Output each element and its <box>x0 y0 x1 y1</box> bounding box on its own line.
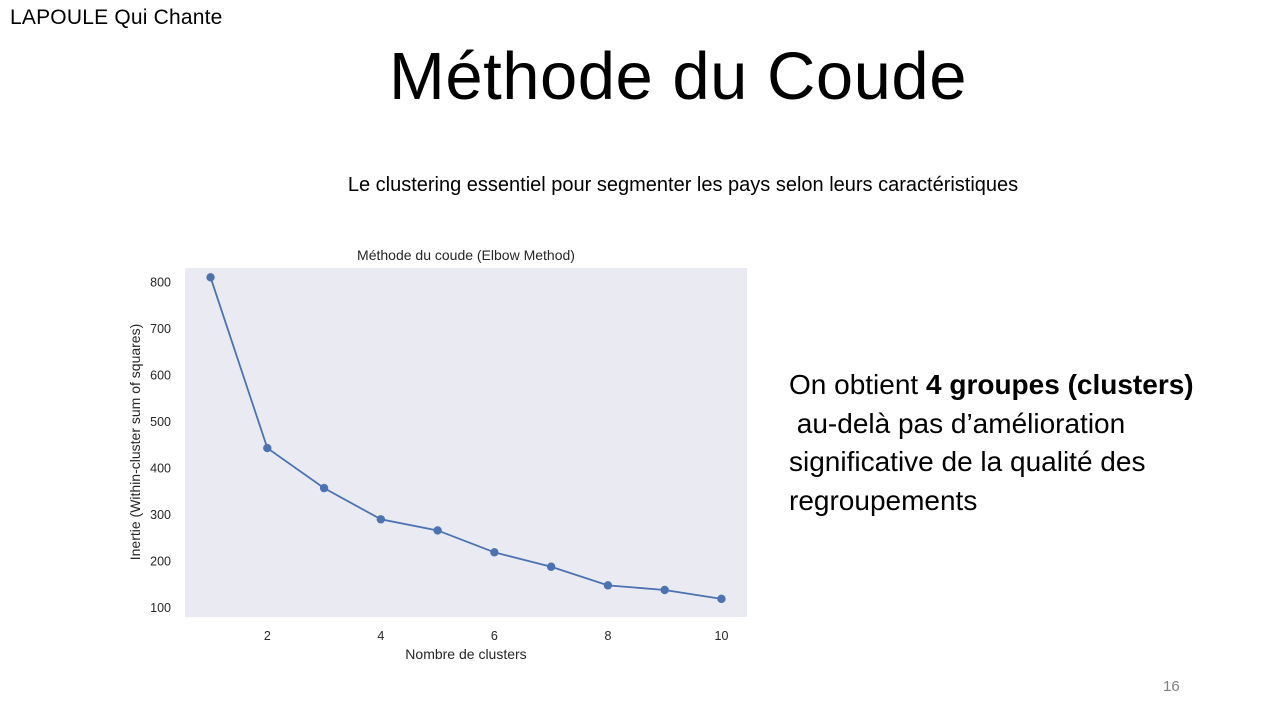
x-axis-ticks: 2 4 6 8 10 <box>264 629 729 643</box>
y-tick-label: 100 <box>150 601 171 615</box>
y-tick-label: 600 <box>150 369 171 383</box>
y-tick-label: 200 <box>150 555 171 569</box>
data-point <box>433 526 442 535</box>
y-axis-ticks: 100 200 300 400 500 600 700 800 <box>150 275 171 615</box>
x-tick-label: 6 <box>491 629 498 643</box>
data-point <box>546 562 556 571</box>
page-number: 16 <box>1163 678 1180 695</box>
data-point <box>263 443 272 453</box>
x-tick-label: 8 <box>604 629 611 643</box>
plot-area <box>185 268 747 617</box>
slide-subtitle: Le clustering essentiel pour segmenter l… <box>347 174 1019 196</box>
brand-label: LAPOULE Qui Chante <box>10 6 223 29</box>
y-tick-label: 800 <box>150 275 171 289</box>
x-tick-label: 4 <box>377 629 384 643</box>
slide-title: Méthode du Coude <box>389 39 967 114</box>
y-tick-label: 300 <box>150 508 171 522</box>
elbow-chart: Méthode du coude (Elbow Method) 100 200 30… <box>127 247 747 662</box>
result-description: On obtient 4 groupes (clusters) au-delà … <box>789 366 1259 520</box>
inertia-line <box>209 277 722 600</box>
data-point <box>490 548 499 557</box>
data-point <box>717 594 726 604</box>
y-tick-label: 500 <box>150 415 171 429</box>
description-line-4: regroupements <box>789 484 978 516</box>
description-line-1-prefix: On obtient <box>789 369 926 400</box>
x-tick-label: 2 <box>264 629 271 643</box>
x-tick-label: 10 <box>715 629 729 643</box>
y-tick-label: 400 <box>150 462 171 476</box>
chart-title: Méthode du coude (Elbow Method) <box>357 247 575 263</box>
cluster-count-highlight: 4 groupes (clusters) <box>925 369 1194 400</box>
data-point <box>206 273 215 282</box>
description-line-2: au-delà pas d’amélioration <box>789 407 1126 439</box>
description-line-1: On obtient 4 groupes (clusters) <box>789 366 1259 405</box>
data-point <box>660 585 669 595</box>
data-point <box>376 515 386 524</box>
x-axis-label: Nombre de clusters <box>405 646 526 662</box>
y-tick-label: 700 <box>150 322 171 336</box>
y-axis-label: Inertie (Within-cluster sum of squares) <box>127 324 143 561</box>
data-point <box>319 483 329 493</box>
data-point <box>603 581 613 590</box>
inertia-points <box>206 273 726 604</box>
description-line-3: significative de la qualité des <box>789 446 1146 477</box>
